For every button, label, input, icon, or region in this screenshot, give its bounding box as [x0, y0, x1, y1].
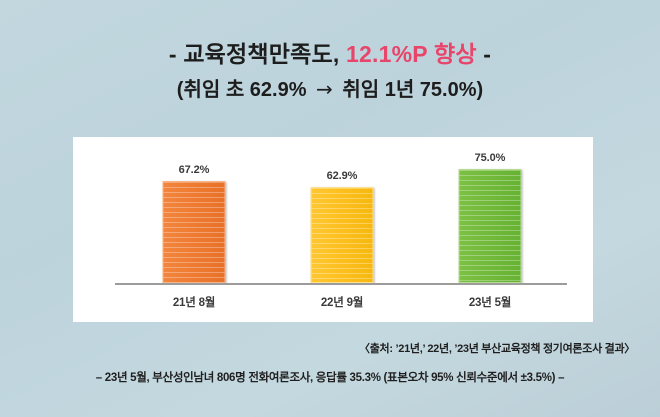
- title-main-text: 교육정책만족도,: [183, 41, 340, 67]
- subtitle-suffix: 취임 1년 75.0%): [342, 79, 484, 102]
- category-label-0: 21년 8월: [172, 297, 216, 309]
- title-block: - 교육정책만족도, 12.1%P 향상 - (취임 초 62.9% → 취임 …: [0, 40, 660, 102]
- subtitle-prefix: (취임 초 62.9%: [176, 79, 307, 102]
- arrow-right-icon: →: [316, 77, 333, 102]
- plot-area: 67.2% 62.9% 75.0% 21년 8월 22년 9월 23년 5월: [73, 137, 593, 322]
- bar-slot-1: 62.9%: [267, 137, 417, 283]
- category-axis-line: [115, 283, 567, 285]
- category-axis-labels: 21년 8월 22년 9월 23년 5월: [115, 287, 567, 313]
- page-subtitle: (취임 초 62.9% → 취임 1년 75.0%): [0, 77, 660, 102]
- bar-value-label-1: 62.9%: [326, 170, 358, 182]
- title-dash-left: -: [168, 41, 177, 67]
- bar-slot-2: 75.0%: [415, 137, 565, 283]
- footnote-method: – 23년 5월, 부산성인남녀 806명 전화여론조사, 응답률 35.3% …: [95, 372, 565, 384]
- footnote-source: 〈출처: ’21년,’ 22년, ’23년 부산교육정책 정기여론조사 결과〉: [359, 343, 635, 355]
- bar-slot-0: 67.2%: [119, 137, 269, 283]
- bar-value-label-2: 75.0%: [474, 152, 506, 164]
- bar-value-label-0: 67.2%: [178, 164, 210, 176]
- bar-21년-8월[interactable]: [162, 181, 226, 283]
- bar-23년-5월[interactable]: [458, 169, 522, 283]
- category-label-1: 22년 9월: [320, 297, 364, 309]
- bar-group: 67.2% 62.9% 75.0%: [115, 137, 567, 283]
- title-dash-right: -: [483, 41, 492, 67]
- chart-panel: 67.2% 62.9% 75.0% 21년 8월 22년 9월 23년 5월: [73, 137, 593, 322]
- category-label-2: 23년 5월: [468, 297, 512, 309]
- title-accent-text: 12.1%P 향상: [346, 41, 477, 67]
- bar-22년-9월[interactable]: [310, 187, 374, 283]
- page-title: - 교육정책만족도, 12.1%P 향상 -: [0, 40, 660, 68]
